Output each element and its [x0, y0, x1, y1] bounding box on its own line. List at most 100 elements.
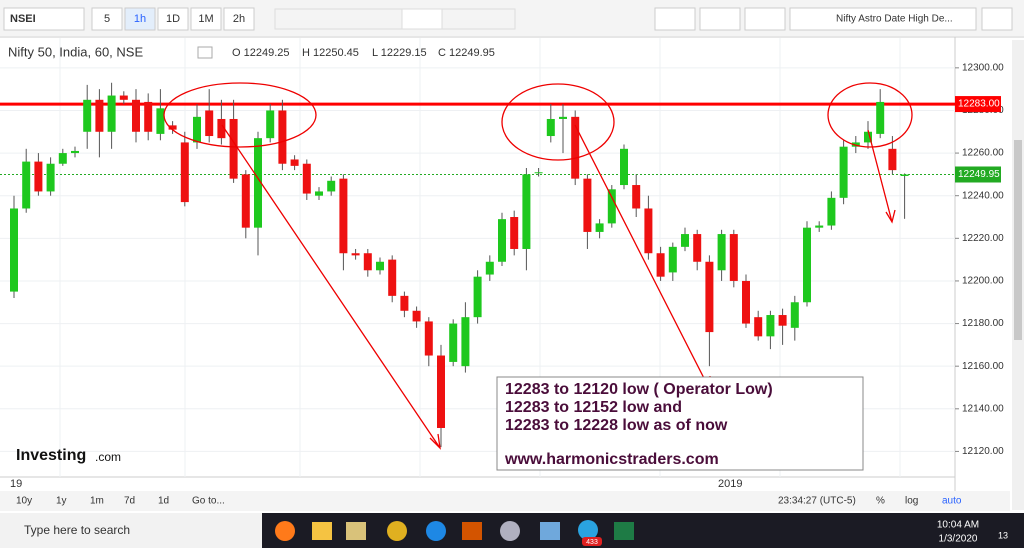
candle-body — [473, 276, 482, 318]
legend-toggle[interactable] — [197, 46, 213, 59]
interval-button[interactable] — [157, 7, 189, 31]
candle-body — [205, 110, 214, 137]
symbol[interactable]: NSEI — [10, 13, 36, 25]
clock-time: 10:04 AM — [937, 520, 979, 531]
candle-body — [290, 159, 299, 166]
bottom-bar — [0, 491, 1010, 511]
candle-body — [400, 295, 409, 311]
candle-body — [827, 197, 836, 226]
candle-body — [119, 95, 128, 100]
search-placeholder[interactable]: Type here to search — [24, 523, 130, 537]
app-icon[interactable] — [540, 522, 560, 540]
symbol-box[interactable] — [3, 7, 85, 31]
app-icon[interactable] — [500, 521, 520, 541]
interval-label[interactable]: 1D — [166, 13, 180, 25]
search-box[interactable] — [0, 513, 262, 548]
time-label: 2019 — [718, 478, 742, 490]
candle-body — [729, 234, 738, 281]
candle-body — [498, 219, 506, 262]
range-button[interactable]: 7d — [124, 496, 135, 507]
layout-box[interactable] — [789, 7, 977, 31]
candle-body — [412, 310, 421, 322]
interval-button[interactable] — [223, 7, 255, 31]
candle-body — [620, 148, 628, 186]
candle-body — [302, 163, 311, 194]
circle — [163, 82, 317, 148]
interval-button[interactable] — [91, 7, 123, 31]
candle-body — [839, 146, 848, 198]
app-icon[interactable] — [387, 521, 407, 541]
candle-body — [229, 118, 238, 179]
range-button[interactable]: 1m — [90, 496, 104, 507]
interval-button[interactable] — [124, 7, 156, 31]
annotation-box — [496, 376, 864, 471]
candle-body — [693, 234, 702, 262]
camera-button[interactable] — [654, 7, 696, 31]
app-icon[interactable] — [275, 521, 295, 541]
app-icon[interactable] — [614, 522, 634, 540]
interval-label[interactable]: 1h — [134, 13, 146, 25]
range-button[interactable]: 1y — [56, 496, 67, 507]
arrow — [867, 129, 896, 224]
y-tick-label: 12140.00 — [962, 403, 1004, 414]
candle-body — [376, 261, 384, 271]
candle-body — [803, 227, 811, 303]
fullscreen-button[interactable] — [981, 7, 1013, 31]
notification-count[interactable]: 13 — [998, 530, 1008, 540]
interval-label[interactable]: 5 — [104, 13, 110, 25]
range-button[interactable]: 1d — [158, 496, 169, 507]
annotation-line: 12283 to 12152 low and — [505, 399, 682, 416]
candle-body — [156, 108, 165, 134]
app-icon[interactable] — [346, 522, 366, 540]
candle-body — [607, 189, 616, 224]
app-icon[interactable] — [462, 522, 482, 540]
candle-body — [461, 317, 470, 367]
candle-body — [327, 180, 336, 192]
annotation-line: 12283 to 12120 low ( Operator Low) — [505, 381, 773, 398]
candle-body — [595, 223, 604, 232]
y-tick-label: 12160.00 — [962, 361, 1004, 372]
cloud-button[interactable] — [744, 7, 786, 31]
candle-body — [668, 246, 677, 273]
candle-body — [705, 261, 714, 333]
app-icon[interactable] — [578, 520, 598, 540]
interval-button[interactable] — [190, 7, 222, 31]
y-tick-label: 12120.00 — [962, 446, 1004, 457]
candle-body — [10, 208, 18, 292]
candle-body — [95, 99, 104, 132]
level-tag — [955, 96, 1001, 113]
candle-body — [144, 101, 153, 132]
app-icon[interactable] — [426, 521, 446, 541]
candle-body — [107, 95, 116, 132]
interval-label[interactable]: 1M — [198, 13, 213, 25]
candle-body — [339, 178, 348, 254]
y-tick-label: 12300.00 — [962, 62, 1004, 73]
color-button[interactable] — [699, 7, 741, 31]
arrow — [574, 124, 711, 392]
scale-option[interactable]: % — [876, 496, 885, 507]
range-button[interactable]: Go to... — [192, 496, 225, 507]
settings-button[interactable] — [401, 8, 443, 30]
candle-body — [241, 174, 250, 228]
candle-body — [266, 110, 275, 139]
candle-body — [900, 174, 909, 176]
candle-body — [217, 118, 226, 139]
scale-option[interactable]: auto — [942, 496, 962, 507]
candle-body — [363, 253, 372, 271]
range-button[interactable]: 10y — [16, 496, 32, 507]
layout-name[interactable]: Nifty Astro Date High De... — [836, 14, 953, 25]
candle-body — [168, 125, 177, 130]
ohlc-value: L 12229.15 — [372, 47, 427, 59]
candle-body — [46, 163, 55, 192]
interval-label[interactable]: 2h — [233, 13, 245, 25]
candle-body — [351, 253, 360, 256]
scale-option[interactable]: log — [905, 496, 918, 507]
candle-body — [632, 185, 641, 209]
candle-body — [656, 253, 665, 277]
candle-body — [71, 150, 79, 154]
candle-body — [193, 116, 201, 143]
app-icon[interactable] — [312, 522, 332, 540]
candle-body — [766, 315, 775, 337]
scroll-thumb[interactable] — [1014, 140, 1022, 340]
